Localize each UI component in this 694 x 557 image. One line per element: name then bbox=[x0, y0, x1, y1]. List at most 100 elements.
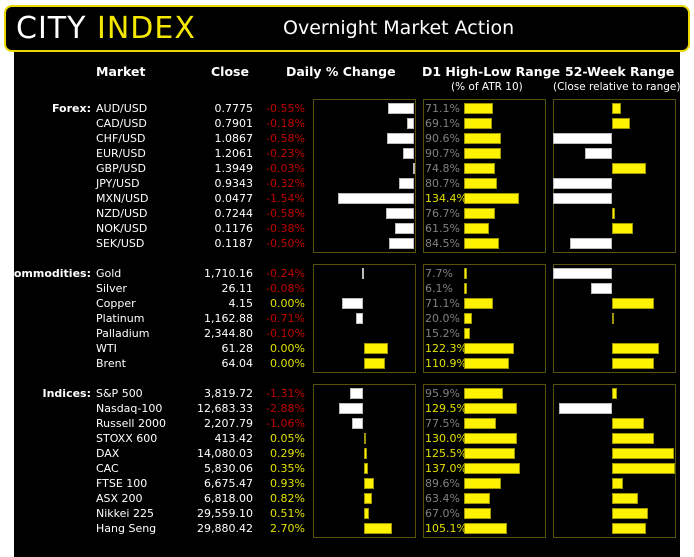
d1-bar bbox=[464, 178, 498, 189]
close-value: 1.3949 bbox=[214, 162, 254, 175]
market-name: Nasdaq-100 bbox=[96, 402, 163, 415]
d1-label: 74.8% bbox=[425, 162, 460, 175]
col-daily: Daily % Change bbox=[286, 64, 396, 79]
close-value: 5,830.06 bbox=[204, 462, 253, 475]
daily-pct: -0.58% bbox=[266, 207, 305, 220]
market-name: Gold bbox=[96, 267, 122, 280]
market-name: Russell 2000 bbox=[96, 417, 166, 430]
w52-bar bbox=[553, 268, 612, 279]
d1-bar bbox=[464, 433, 518, 444]
logo-index: INDEX bbox=[97, 11, 196, 46]
daily-pct: -2.88% bbox=[266, 402, 305, 415]
close-value: 0.7901 bbox=[214, 117, 254, 130]
d1-label: 63.4% bbox=[425, 492, 460, 505]
market-name: CHF/USD bbox=[96, 132, 146, 145]
col-52w-sub: (Close relative to range) bbox=[553, 81, 681, 93]
close-value: 3,819.72 bbox=[204, 387, 253, 400]
market-name: EUR/USD bbox=[96, 147, 146, 160]
daily-pct: 0.00% bbox=[270, 357, 305, 370]
daily-bar bbox=[363, 478, 374, 489]
table-row: DAX 14,080.03 0.29% 125.5% bbox=[0, 446, 694, 461]
d1-bar bbox=[464, 148, 502, 159]
w52-bar bbox=[612, 433, 654, 444]
table-row: ASX 200 6,818.00 0.82% 63.4% bbox=[0, 491, 694, 506]
daily-bar bbox=[394, 223, 414, 234]
table-row: Brent 64.04 0.00% 110.9% bbox=[0, 356, 694, 371]
header-bar: CITY INDEX Overnight Market Action bbox=[4, 5, 690, 52]
d1-label: 67.0% bbox=[425, 507, 460, 520]
market-name: S&P 500 bbox=[96, 387, 143, 400]
table-row: NOK/USD 0.1176 -0.38% 61.5% bbox=[0, 221, 694, 236]
table-row: SEK/USD 0.1187 -0.50% 84.5% bbox=[0, 236, 694, 251]
w52-bar bbox=[612, 298, 654, 309]
daily-pct: -0.50% bbox=[266, 237, 305, 250]
w52-bar bbox=[569, 238, 612, 249]
daily-pct: 0.82% bbox=[270, 492, 305, 505]
daily-bar bbox=[386, 133, 414, 144]
table-row: Silver 26.11 -0.08% 6.1% bbox=[0, 281, 694, 296]
d1-bar bbox=[464, 313, 473, 324]
daily-panel bbox=[313, 264, 416, 373]
table-row: CAD/USD 0.7901 -0.18% 69.1% bbox=[0, 116, 694, 131]
daily-pct: -0.23% bbox=[266, 147, 305, 160]
daily-bar bbox=[363, 493, 372, 504]
table-row: Palladium 2,344.80 -0.10% 15.2% bbox=[0, 326, 694, 341]
table-row: Russell 2000 2,207.79 -1.06% 77.5% bbox=[0, 416, 694, 431]
table-row: STOXX 600 413.42 0.05% 130.0% bbox=[0, 431, 694, 446]
close-value: 0.1187 bbox=[214, 237, 254, 250]
daily-pct: 0.29% bbox=[270, 447, 305, 460]
d1-bar bbox=[464, 523, 508, 534]
d1-bar bbox=[464, 283, 467, 294]
w52-bar bbox=[553, 178, 612, 189]
market-name: NOK/USD bbox=[96, 222, 148, 235]
d1-label: 105.1% bbox=[425, 522, 467, 535]
section-label: Commodities: bbox=[5, 267, 91, 280]
d1-bar bbox=[464, 193, 520, 204]
daily-pct: -1.06% bbox=[266, 417, 305, 430]
close-value: 29,880.42 bbox=[197, 522, 253, 535]
d1-bar bbox=[464, 418, 496, 429]
table-row: Nasdaq-100 12,683.33 -2.88% 129.5% bbox=[0, 401, 694, 416]
d1-label: 134.4% bbox=[425, 192, 467, 205]
d1-bar bbox=[464, 448, 516, 459]
daily-bar bbox=[362, 268, 365, 279]
d1-bar bbox=[464, 133, 502, 144]
table-row: Hang Seng 29,880.42 2.70% 105.1% bbox=[0, 521, 694, 536]
d1-label: 84.5% bbox=[425, 237, 460, 250]
daily-pct: 0.51% bbox=[270, 507, 305, 520]
w52-bar bbox=[585, 148, 612, 159]
daily-pct: -0.32% bbox=[266, 177, 305, 190]
daily-bar bbox=[363, 343, 388, 354]
d1-bar bbox=[464, 223, 490, 234]
d1-label: 15.2% bbox=[425, 327, 460, 340]
close-value: 413.42 bbox=[214, 432, 254, 445]
d1-label: 122.3% bbox=[425, 342, 467, 355]
table-row: JPY/USD 0.9343 -0.32% 80.7% bbox=[0, 176, 694, 191]
d1-bar bbox=[464, 343, 515, 354]
d1-label: 137.0% bbox=[425, 462, 467, 475]
table-row: FTSE 100 6,675.47 0.93% 89.6% bbox=[0, 476, 694, 491]
table-row: EUR/USD 1.2061 -0.23% 90.7% bbox=[0, 146, 694, 161]
table-row: Platinum 1,162.88 -0.71% 20.0% bbox=[0, 311, 694, 326]
col-d1-sub: (% of ATR 10) bbox=[451, 81, 523, 93]
city-index-logo: CITY INDEX bbox=[16, 11, 196, 46]
w52-bar bbox=[612, 508, 648, 519]
d1-panel bbox=[423, 99, 546, 253]
d1-bar bbox=[464, 508, 492, 519]
daily-pct: 2.70% bbox=[270, 522, 305, 535]
market-name: ASX 200 bbox=[96, 492, 143, 505]
w52-bar bbox=[553, 133, 612, 144]
daily-pct: -0.55% bbox=[266, 102, 305, 115]
w52-bar bbox=[612, 388, 618, 399]
w52-bar bbox=[612, 313, 614, 324]
daily-bar bbox=[388, 238, 414, 249]
col-close: Close bbox=[211, 64, 249, 79]
daily-pct: -0.71% bbox=[266, 312, 305, 325]
d1-bar bbox=[464, 463, 521, 474]
table-row: Forex: AUD/USD 0.7775 -0.55% 71.1% bbox=[0, 101, 694, 116]
close-value: 0.7775 bbox=[214, 102, 254, 115]
table-row: NZD/USD 0.7244 -0.58% 76.7% bbox=[0, 206, 694, 221]
close-value: 64.04 bbox=[221, 357, 254, 370]
d1-label: 95.9% bbox=[425, 387, 460, 400]
market-name: DAX bbox=[96, 447, 120, 460]
